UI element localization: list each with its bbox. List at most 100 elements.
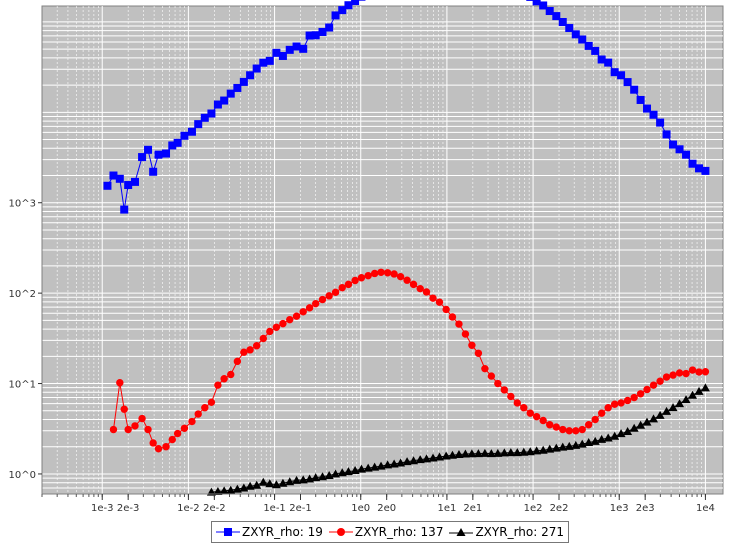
series-1-point	[239, 77, 248, 86]
series-1-point	[610, 68, 619, 77]
series-3-point	[441, 451, 451, 460]
series-2-point	[435, 298, 444, 306]
series-3-point	[396, 458, 406, 467]
series-3-point	[486, 449, 496, 458]
series-1-point	[162, 149, 171, 158]
series-3-point	[525, 447, 535, 456]
series-3-point	[649, 414, 659, 423]
series-2-point	[240, 348, 248, 356]
series-2-point	[311, 299, 320, 308]
series-3-point	[545, 444, 555, 453]
series-1-point	[649, 110, 658, 119]
x-tick-label: 1e-2	[177, 503, 200, 514]
series-3-point	[460, 449, 470, 458]
series-1-point	[662, 130, 671, 139]
series-1-point	[200, 113, 209, 122]
series-1-point	[357, 0, 366, 1]
series-2-point	[688, 366, 697, 374]
series-2-point	[144, 425, 152, 434]
series-3-point	[402, 457, 412, 466]
series-2-point	[214, 381, 222, 389]
series-3-point	[447, 450, 457, 459]
series-3-point	[473, 449, 483, 458]
series-2-point	[383, 269, 392, 277]
series-3-point	[213, 486, 223, 495]
series-1-point	[299, 44, 308, 53]
series-3-point	[688, 390, 698, 399]
square-marker-icon	[216, 528, 240, 536]
series-2-point	[578, 425, 586, 434]
series-2-point	[286, 315, 294, 324]
series-2-point	[682, 369, 690, 378]
series-1-point	[311, 31, 320, 40]
series-1-point	[675, 145, 684, 154]
series-3-point	[232, 484, 242, 493]
series-2-point	[246, 346, 254, 354]
series-2-point	[120, 405, 128, 413]
series-2-point	[636, 390, 645, 398]
series-2-point	[149, 439, 157, 447]
series-3-point	[558, 442, 568, 451]
series-3-point	[616, 429, 626, 438]
series-2-point	[422, 288, 431, 296]
series-1-point	[539, 1, 548, 10]
series-3-point	[506, 448, 516, 457]
x-tick-label: 1e3	[610, 503, 629, 514]
series-2-point	[455, 320, 463, 328]
series-2-point	[318, 295, 327, 304]
series-1-point	[278, 51, 287, 60]
circle-marker-icon	[328, 528, 353, 536]
x-tick-label: 1e1	[437, 503, 456, 514]
series-2-point	[233, 357, 242, 366]
y-tick-label: 10^3	[9, 199, 36, 210]
series-2-point	[643, 385, 651, 394]
series-3-point	[642, 417, 652, 426]
series-2-point	[259, 334, 267, 343]
series-2-point	[507, 392, 515, 401]
series-3-point	[584, 437, 594, 446]
series-2-point	[370, 269, 379, 278]
series-3-point	[422, 454, 432, 463]
series-2-point	[109, 425, 118, 434]
series-2-point	[279, 319, 287, 328]
series-2-point	[266, 327, 274, 336]
x-tick-label: 1e-3	[91, 503, 114, 514]
series-1-point	[604, 58, 613, 67]
series-3-point	[512, 448, 522, 457]
series-2-point	[597, 409, 606, 417]
series-2-point	[494, 379, 502, 388]
series-1-point	[109, 171, 118, 180]
series-3-point	[292, 475, 302, 484]
y-tick-label: 10^2	[9, 289, 36, 300]
series-2-point	[630, 393, 638, 402]
series-3-point	[532, 446, 542, 455]
series-2-point	[416, 284, 424, 293]
series-3-point	[343, 467, 353, 476]
series-1-point	[597, 55, 606, 64]
axes: 1e-3 2e-3 1e-2 2e-2 1e-1 2e-1 1e0 2e0 1e1 2e1 1e2 2…	[9, 6, 723, 514]
series-2-point	[173, 429, 182, 438]
series-3-point	[590, 436, 600, 445]
series-3-point	[597, 434, 607, 443]
series-1-point	[194, 120, 203, 129]
legend: ZXYR_rho: 19 ZXYR_rho: 137 ZXYR_rho: 271	[211, 521, 569, 543]
series-2-point	[487, 372, 496, 380]
x-tick-label: 1e0	[351, 503, 370, 514]
series-2-point	[364, 271, 372, 280]
series-1-point	[115, 174, 124, 183]
series-3-point	[298, 475, 308, 484]
series-1-point	[318, 27, 327, 36]
series-3-point	[258, 477, 268, 486]
series-3-point	[285, 477, 295, 486]
series-1-point	[285, 45, 294, 54]
legend-item-series-1: ZXYR_rho: 19	[216, 525, 323, 539]
series-3-point	[610, 431, 620, 440]
x-tick-label: 1e4	[696, 503, 715, 514]
series-3-point	[356, 464, 366, 473]
series-2-point	[272, 323, 281, 331]
series-3	[206, 383, 710, 496]
series-2-point	[546, 421, 554, 429]
series-3-point	[363, 463, 373, 472]
series-3-point	[428, 453, 438, 462]
series-3-point	[551, 443, 561, 452]
